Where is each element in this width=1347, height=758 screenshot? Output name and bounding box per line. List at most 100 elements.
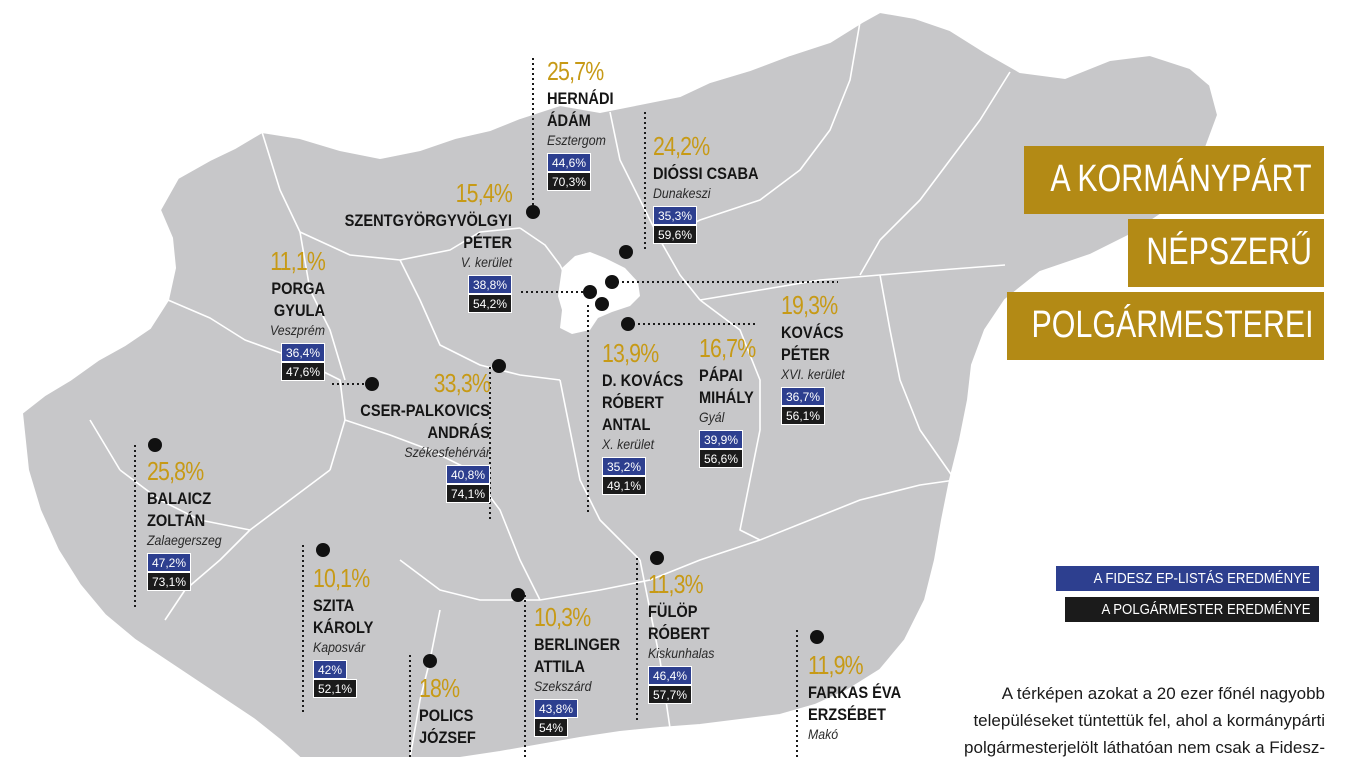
settlement: Makó [808, 726, 839, 742]
dot-x-kerulet [595, 297, 609, 311]
change-percent: 33,3% [433, 368, 491, 398]
mayor-result-badge: 74,1% [445, 484, 490, 503]
change-percent: 11,1% [270, 246, 326, 276]
mayor-label-xvi-kerulet: 19,3% KOVÁCS PÉTER XVI. kerület 36,7% 56,… [781, 292, 854, 425]
settlement: Veszprém [269, 322, 325, 338]
dot-veszprem [365, 377, 379, 391]
dot-szekesfehervar [492, 359, 506, 373]
change-percent: 10,3% [534, 602, 591, 632]
mayor-result-badge: 52,1% [313, 679, 358, 698]
mayor-name: SZITA KÁROLY [313, 596, 374, 637]
mayor-label-mako: 11,9% FARKAS ÉVA ERZSÉBET Makó [808, 652, 916, 741]
dot-zalaegerszeg [148, 438, 162, 452]
change-percent: 18% [419, 673, 460, 703]
dot-pecs [423, 654, 437, 668]
mayor-label-dunakeszi: 24,2% DIÓSSI CSABA Dunakeszi 35,3% 59,6% [653, 133, 776, 244]
mayor-result-badge: 54% [534, 718, 569, 737]
change-percent: 10,1% [313, 563, 370, 593]
legend-mayor: A POLGÁRMESTER EREDMÉNYE [1065, 597, 1319, 622]
change-percent: 11,9% [808, 650, 864, 680]
change-percent: 24,2% [653, 131, 710, 161]
settlement: Szekszárd [534, 678, 592, 694]
mayor-label-szekszard: 10,3% BERLINGER ATTILA Szekszárd 43,8% 54… [534, 604, 634, 737]
dot-v-kerulet [583, 285, 597, 299]
mayor-name: POLICS JÓZSEF [419, 706, 476, 747]
dot-mako [810, 630, 824, 644]
settlement: Dunakeszi [653, 185, 711, 201]
settlement: X. kerület [602, 436, 655, 452]
dot-szekszard [511, 588, 525, 602]
dot-kiskunhalas [650, 551, 664, 565]
mayor-label-kiskunhalas: 11,3% FÜLÖP RÓBERT Kiskunhalas 46,4% 57,7… [648, 571, 724, 704]
hungary-outline [20, 10, 1220, 758]
legend-ep: A FIDESZ EP-LISTÁS EREDMÉNYE [1056, 566, 1319, 591]
mayor-result-badge: 59,6% [653, 225, 698, 244]
city-dots [148, 205, 824, 668]
mayor-label-pecs: 18% POLICS JÓZSEF [419, 675, 485, 749]
settlement: Kiskunhalas [648, 645, 715, 661]
ep-result-badge: 40,8% [445, 465, 490, 484]
ep-result-badge: 47,2% [147, 553, 192, 572]
dot-kaposvar [316, 543, 330, 557]
settlement: Esztergom [547, 132, 606, 148]
settlement: Kaposvár [313, 639, 366, 655]
budapest-area [558, 252, 640, 334]
description-text: A térképen azokat a 20 ezer főnél nagyob… [964, 684, 1325, 757]
ep-result-badge: 36,7% [781, 387, 826, 406]
change-percent: 19,3% [781, 290, 838, 320]
mayor-result-badge: 70,3% [547, 172, 592, 191]
mayor-result-badge: 56,6% [699, 449, 744, 468]
mayor-result-badge: 54,2% [467, 294, 512, 313]
mayor-result-badge: 73,1% [147, 572, 192, 591]
change-percent: 13,9% [602, 338, 659, 368]
ep-result-badge: 35,3% [653, 206, 698, 225]
mayor-name: KOVÁCS PÉTER [781, 323, 844, 364]
mayor-name: FARKAS ÉVA ERZSÉBET [808, 683, 902, 724]
mayor-name: DIÓSSI CSABA [653, 164, 759, 183]
dot-dunakeszi [619, 245, 633, 259]
mayor-result-badge: 56,1% [781, 406, 826, 425]
change-percent: 15,4% [455, 178, 513, 208]
change-percent: 11,3% [648, 569, 704, 599]
mayor-name: HERNÁDI ÁDÁM [547, 89, 614, 130]
county-borders [89, 21, 1011, 758]
settlement: Gyál [699, 409, 725, 425]
mayor-result-badge: 57,7% [648, 685, 693, 704]
change-percent: 16,7% [699, 333, 756, 363]
ep-result-badge: 43,8% [534, 699, 579, 718]
mayor-label-x-kerulet: 13,9% D. KOVÁCS RÓBERT ANTAL X. kerület 35… [602, 340, 696, 495]
ep-result-badge: 46,4% [648, 666, 693, 685]
mayor-result-badge: 47,6% [280, 362, 325, 381]
ep-result-badge: 42% [313, 660, 348, 679]
change-percent: 25,8% [147, 456, 204, 486]
title-line-2: NÉPSZERŰ [1128, 219, 1324, 287]
mayor-name: CSER-PALKOVICS ANDRÁS [360, 401, 490, 442]
mayor-label-v-kerulet: 15,4% SZENTGYÖRGYVÖLGYI PÉTER V. kerület … [312, 178, 513, 313]
mayor-name: PORGA GYULA [271, 279, 325, 320]
ep-result-badge: 36,4% [280, 343, 325, 362]
mayor-name: PÁPAI MIHÁLY [699, 366, 754, 407]
settlement: Székesfehérvár [404, 444, 490, 460]
mayor-name: BALAICZ ZOLTÁN [147, 489, 212, 530]
mayor-label-esztergom: 25,7% HERNÁDI ÁDÁM Esztergom 44,6% 70,3% [547, 58, 624, 191]
mayor-name: SZENTGYÖRGYVÖLGYI PÉTER [344, 211, 512, 252]
dot-esztergom [526, 205, 540, 219]
leader-lines [134, 58, 838, 758]
ep-result-badge: 44,6% [547, 153, 592, 172]
settlement: XVI. kerület [781, 366, 845, 382]
mayor-label-gyal: 16,7% PÁPAI MIHÁLY Gyál 39,9% 56,6% [699, 335, 768, 468]
mayor-name: D. KOVÁCS RÓBERT ANTAL [602, 371, 684, 434]
dot-xvi-kerulet [605, 275, 619, 289]
title-line-3: POLGÁRMESTEREI [1007, 292, 1324, 360]
mayor-label-kaposvar: 10,1% SZITA KÁROLY Kaposvár 42% 52,1% [313, 565, 383, 698]
mayor-result-badge: 49,1% [602, 476, 647, 495]
settlement: Zalaegerszeg [147, 532, 222, 548]
mayor-name: FÜLÖP RÓBERT [648, 602, 710, 643]
ep-result-badge: 39,9% [699, 430, 744, 449]
change-percent: 25,7% [547, 56, 604, 86]
mayor-name: BERLINGER ATTILA [534, 635, 621, 676]
title-line-1: A KORMÁNYPÁRT [1024, 146, 1324, 214]
mayor-label-zalaegerszeg: 25,8% BALAICZ ZOLTÁN Zalaegerszeg 47,2% 7… [147, 458, 232, 591]
